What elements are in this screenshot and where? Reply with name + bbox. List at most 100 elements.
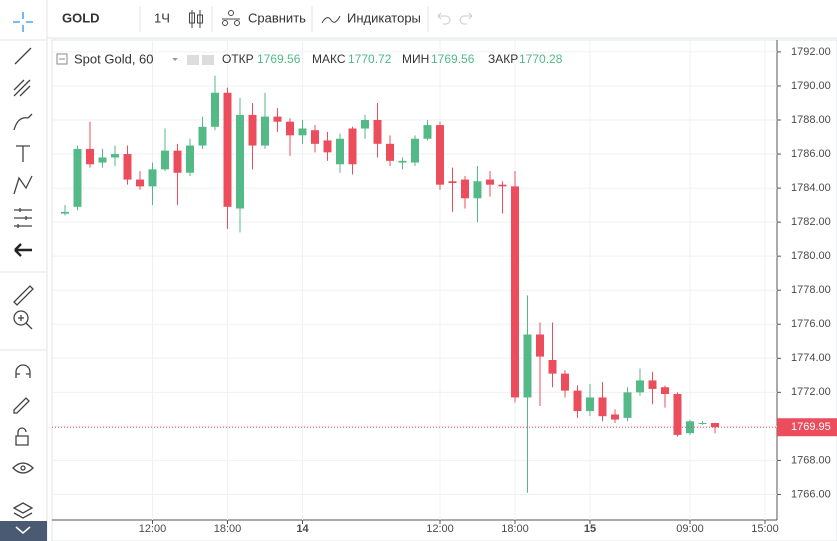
legend-icon[interactable] (187, 55, 199, 65)
legend-low: 1769.56 (431, 52, 475, 66)
candle-body (86, 148, 94, 165)
candle-body (448, 181, 457, 183)
crosshair-tool[interactable] (13, 12, 33, 32)
candle-body (261, 116, 269, 146)
candle-body (611, 414, 619, 420)
layers-tool[interactable] (12, 502, 34, 519)
candle-body (223, 92, 232, 207)
brush-tool[interactable] (13, 113, 33, 131)
legend-title: Spot Gold, 60 (74, 51, 154, 66)
y-tick-label: 1768.00 (791, 454, 831, 466)
last-price-box (777, 418, 837, 437)
candle-body (311, 130, 319, 144)
legend-open: 1769.56 (257, 52, 301, 66)
magnet-tool[interactable] (15, 364, 31, 378)
x-tick-label: 14 (296, 523, 309, 535)
candle-body (123, 154, 132, 180)
candle-body (473, 181, 482, 199)
legend-open-label: ОТКР (222, 52, 254, 66)
candle-body (598, 397, 607, 417)
prediction-tool[interactable] (14, 208, 32, 228)
candle-body (211, 92, 219, 127)
y-tick-label: 1772.00 (791, 386, 831, 398)
legend-close: 1770.28 (519, 52, 563, 66)
interval[interactable]: 1Ч (154, 10, 170, 25)
indicators-icon (321, 15, 341, 24)
indicators-button[interactable]: Индикаторы (347, 10, 421, 25)
legend-menu[interactable] (172, 58, 178, 61)
candle-body (423, 125, 432, 139)
candle-body (711, 422, 719, 428)
compare-button[interactable]: Сравнить (248, 10, 306, 25)
zoom-tool[interactable] (13, 310, 33, 330)
candle-body (673, 394, 682, 435)
ruler-tool[interactable] (13, 285, 34, 306)
candles (52, 75, 777, 493)
candle-body (98, 157, 107, 163)
pattern-tool[interactable] (13, 175, 33, 195)
visibility-tool[interactable] (12, 462, 34, 474)
grid (52, 40, 777, 520)
candle-body (173, 150, 182, 173)
candle-body (686, 421, 694, 434)
x-tick-label: 15:00 (751, 523, 779, 535)
x-tick-label: 12:00 (426, 523, 454, 535)
x-tick-label: 18:00 (214, 523, 242, 535)
candle-body (161, 150, 169, 170)
candle-body (61, 211, 69, 214)
last-price-label: 1769.95 (791, 421, 831, 433)
candle-body (286, 121, 294, 136)
x-tick-label: 09:00 (676, 523, 704, 535)
candle-body (636, 380, 644, 393)
redo[interactable] (459, 12, 473, 25)
symbol[interactable]: GOLD (62, 10, 100, 25)
y-tick-label: 1774.00 (791, 352, 831, 364)
candle-body (248, 114, 257, 146)
line-tool[interactable] (14, 47, 32, 65)
candle-body (398, 160, 407, 163)
y-tick-label: 1766.00 (791, 488, 831, 500)
candle-body (298, 128, 307, 136)
candle-body (511, 186, 519, 398)
compare-icon (222, 10, 240, 26)
y-tick-label: 1784.00 (791, 182, 831, 194)
y-tick-label: 1790.00 (791, 80, 831, 92)
candle-body (73, 148, 82, 207)
y-tick-label: 1792.00 (791, 46, 831, 58)
legend-high-label: МАКС (312, 52, 346, 66)
lock-draw-tool[interactable] (13, 397, 30, 414)
candle-body (561, 373, 569, 391)
candle-body (111, 154, 119, 158)
candle-body (348, 128, 357, 165)
lock-tool[interactable] (15, 427, 29, 446)
y-tick-label: 1788.00 (791, 114, 831, 126)
candle-body (461, 179, 469, 199)
candle-body (148, 169, 157, 187)
candle-body (336, 138, 344, 165)
collapse-icon (15, 526, 31, 534)
fib-tool[interactable] (13, 79, 31, 97)
x-tick-label: 15 (584, 523, 596, 535)
candle-body (323, 140, 332, 153)
text-tool[interactable] (16, 145, 30, 162)
legend-icon[interactable] (202, 55, 214, 65)
candle-body (486, 179, 494, 185)
candle-body (236, 114, 244, 209)
legend-low-label: МИН (402, 52, 429, 66)
undo[interactable] (437, 12, 451, 25)
candle-body (698, 422, 707, 424)
chart-style-button[interactable] (189, 10, 203, 28)
collapse-toolbar[interactable] (0, 521, 47, 541)
legend-high: 1770.72 (348, 52, 392, 66)
y-tick-label: 1776.00 (791, 318, 831, 330)
left-toolbar (0, 0, 47, 541)
y-tick-label: 1780.00 (791, 250, 831, 262)
y-tick-label: 1786.00 (791, 148, 831, 160)
candle-body (436, 125, 444, 185)
back-tool[interactable] (14, 243, 32, 257)
candle-body (386, 143, 394, 161)
candle-body (498, 184, 507, 187)
candle-body (573, 390, 582, 412)
